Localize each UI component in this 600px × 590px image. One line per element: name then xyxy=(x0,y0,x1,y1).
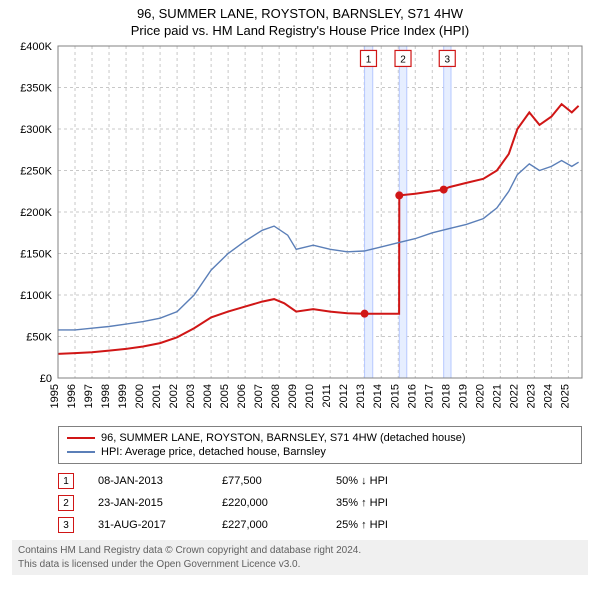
svg-text:2004: 2004 xyxy=(202,384,214,408)
svg-text:2003: 2003 xyxy=(185,384,197,408)
legend-row-property: 96, SUMMER LANE, ROYSTON, BARNSLEY, S71 … xyxy=(67,431,573,445)
svg-text:£250K: £250K xyxy=(20,166,52,178)
svg-text:2016: 2016 xyxy=(406,384,418,408)
event-price: £227,000 xyxy=(222,519,312,531)
svg-text:2005: 2005 xyxy=(219,384,231,408)
event-delta: 35% ↑ HPI xyxy=(336,497,426,509)
svg-text:2011: 2011 xyxy=(321,384,333,408)
event-row: 3 31-AUG-2017 £227,000 25% ↑ HPI xyxy=(58,514,582,536)
svg-text:2020: 2020 xyxy=(474,384,486,408)
svg-text:£150K: £150K xyxy=(20,249,52,261)
svg-text:2000: 2000 xyxy=(134,384,146,408)
svg-text:1995: 1995 xyxy=(49,384,61,408)
event-badge: 1 xyxy=(58,473,74,489)
chart-title-sub: Price paid vs. HM Land Registry's House … xyxy=(6,23,594,38)
svg-text:£50K: £50K xyxy=(26,332,52,344)
svg-text:2017: 2017 xyxy=(423,384,435,408)
chart-titles: 96, SUMMER LANE, ROYSTON, BARNSLEY, S71 … xyxy=(0,0,600,40)
svg-text:3: 3 xyxy=(444,54,450,65)
svg-text:2015: 2015 xyxy=(389,384,401,408)
svg-text:1: 1 xyxy=(366,54,372,65)
svg-text:£400K: £400K xyxy=(20,41,52,53)
svg-text:2023: 2023 xyxy=(525,384,537,408)
legend-label-hpi: HPI: Average price, detached house, Barn… xyxy=(101,446,326,458)
svg-text:2022: 2022 xyxy=(508,384,520,408)
chart-title-address: 96, SUMMER LANE, ROYSTON, BARNSLEY, S71 … xyxy=(6,6,594,21)
svg-text:1998: 1998 xyxy=(100,384,112,408)
svg-text:2018: 2018 xyxy=(440,384,452,408)
svg-text:2019: 2019 xyxy=(457,384,469,408)
event-date: 31-AUG-2017 xyxy=(98,519,198,531)
attribution-line2: This data is licensed under the Open Gov… xyxy=(18,558,582,572)
legend-row-hpi: HPI: Average price, detached house, Barn… xyxy=(67,445,573,459)
svg-text:2012: 2012 xyxy=(338,384,350,408)
chart-svg: £0 £50K £100K £150K £200K £250K £300K £350K £400… xyxy=(0,40,600,420)
legend-swatch-property xyxy=(67,437,95,439)
events-table: 1 08-JAN-2013 £77,500 50% ↓ HPI 2 23-JAN-2015… xyxy=(58,470,582,536)
legend-swatch-hpi xyxy=(67,451,95,453)
svg-text:2014: 2014 xyxy=(372,384,384,408)
svg-text:£0: £0 xyxy=(40,373,52,385)
event-price: £77,500 xyxy=(222,475,312,487)
legend: 96, SUMMER LANE, ROYSTON, BARNSLEY, S71 … xyxy=(58,426,582,464)
event-row: 1 08-JAN-2013 £77,500 50% ↓ HPI xyxy=(58,470,582,492)
chart-area: £0 £50K £100K £150K £200K £250K £300K £350K £400… xyxy=(0,40,600,420)
event-badge: 2 xyxy=(58,495,74,511)
svg-text:£200K: £200K xyxy=(20,207,52,219)
svg-text:2002: 2002 xyxy=(168,384,180,408)
attribution: Contains HM Land Registry data © Crown c… xyxy=(12,540,588,575)
svg-text:2013: 2013 xyxy=(355,384,367,408)
svg-text:2001: 2001 xyxy=(151,384,163,408)
event-date: 08-JAN-2013 xyxy=(98,475,198,487)
svg-text:2009: 2009 xyxy=(287,384,299,408)
svg-text:1999: 1999 xyxy=(117,384,129,408)
svg-text:2007: 2007 xyxy=(253,384,265,408)
svg-text:2021: 2021 xyxy=(491,384,503,408)
event-price: £220,000 xyxy=(222,497,312,509)
svg-text:1997: 1997 xyxy=(83,384,95,408)
svg-text:2024: 2024 xyxy=(542,384,554,408)
svg-text:2008: 2008 xyxy=(270,384,282,408)
svg-text:£100K: £100K xyxy=(20,290,52,302)
svg-text:2010: 2010 xyxy=(304,384,316,408)
legend-label-property: 96, SUMMER LANE, ROYSTON, BARNSLEY, S71 … xyxy=(101,432,466,444)
attribution-line1: Contains HM Land Registry data © Crown c… xyxy=(18,544,582,558)
svg-text:2: 2 xyxy=(400,54,406,65)
event-delta: 50% ↓ HPI xyxy=(336,475,426,487)
event-date: 23-JAN-2015 xyxy=(98,497,198,509)
svg-text:2006: 2006 xyxy=(236,384,248,408)
svg-text:£350K: £350K xyxy=(20,83,52,95)
event-delta: 25% ↑ HPI xyxy=(336,519,426,531)
svg-text:£300K: £300K xyxy=(20,124,52,136)
event-row: 2 23-JAN-2015 £220,000 35% ↑ HPI xyxy=(58,492,582,514)
event-badge: 3 xyxy=(58,517,74,533)
svg-text:2025: 2025 xyxy=(559,384,571,408)
svg-text:1996: 1996 xyxy=(66,384,78,408)
